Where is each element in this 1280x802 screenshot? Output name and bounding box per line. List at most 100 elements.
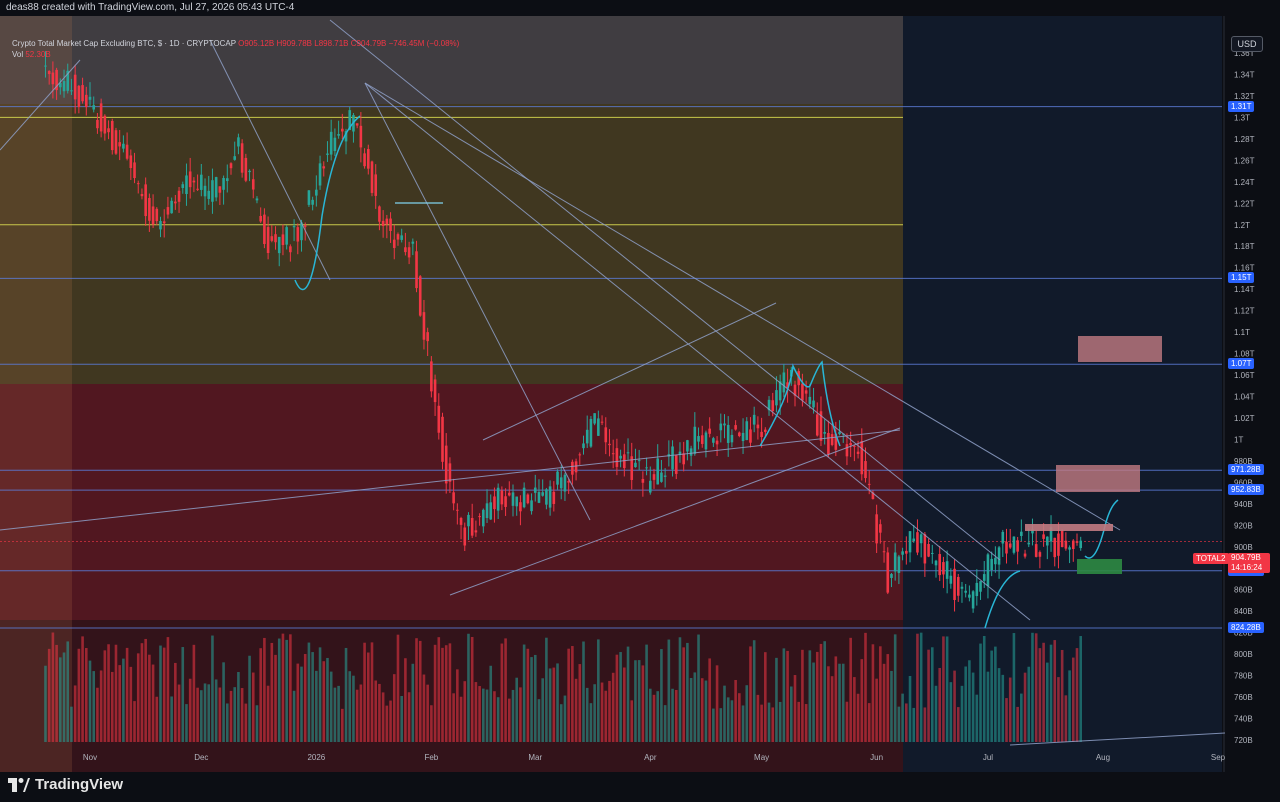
price-axis-label: 940B (1234, 500, 1253, 509)
candle-body (901, 551, 904, 555)
volume-bar (667, 639, 671, 742)
price-axis-label: 1.34T (1234, 70, 1255, 79)
candle-body (986, 554, 990, 587)
candle-body (823, 432, 826, 434)
resistance-box-upper (1078, 336, 1162, 362)
price-axis-label: 980B (1234, 457, 1253, 466)
volume-bar (400, 695, 403, 742)
candle-body (871, 492, 875, 499)
candle-body (381, 220, 385, 226)
candle-body (648, 480, 652, 493)
volume-bar (129, 666, 133, 742)
candle-body (355, 123, 359, 126)
volume-bar (344, 647, 348, 742)
time-axis-label: Jun (870, 753, 883, 762)
price-axis-label: 1.28T (1234, 135, 1255, 144)
volume-bar (385, 705, 389, 742)
volume-bar (470, 636, 474, 742)
price-axis-label: 1.1T (1234, 328, 1250, 337)
candle-body (830, 434, 834, 445)
candle-body (738, 432, 741, 437)
volume-bar (648, 688, 652, 742)
candlestick-chart[interactable]: 1.36T 1.34T 1.32T 1.3T 1.28T 1.26T 1.24T 1.22T 1… (0, 16, 1280, 772)
volume-bar (84, 648, 88, 742)
candle-body (741, 432, 745, 442)
volume-bar (1057, 677, 1060, 742)
volume-bar (682, 647, 685, 742)
candle-body (441, 416, 444, 462)
candle-body (114, 130, 118, 154)
candle-body (482, 509, 485, 527)
volume-bar (530, 657, 533, 742)
time-axis-label: Sep (1211, 753, 1226, 762)
candle-body (66, 70, 70, 91)
candle-body (99, 103, 103, 132)
candle-body (1046, 536, 1049, 546)
candle-body (467, 514, 470, 527)
annotation-curve-1 (294, 115, 361, 291)
price-axis-label: 1.26T (1234, 156, 1255, 165)
price-axis-label: 1.36T (1234, 49, 1255, 58)
candle-body (266, 227, 270, 253)
volume-bar (582, 641, 585, 742)
time-axis-label: Nov (83, 753, 97, 762)
candle-body (704, 432, 708, 450)
annotation-curve-3 (984, 570, 1021, 629)
candle-body (1027, 542, 1031, 545)
volume-bar (99, 670, 103, 742)
candle-body (300, 222, 303, 241)
candle-body (764, 429, 767, 432)
candle-body (44, 65, 47, 67)
candle-body (211, 180, 214, 202)
candle-body (1008, 543, 1012, 548)
last-price-tag: 904.79B 14:16:24 (1228, 553, 1270, 573)
volume-bar (70, 706, 73, 742)
volume-bar (1012, 633, 1016, 742)
candle-body (341, 128, 344, 132)
level-price-tag: 971.28B (1228, 464, 1264, 476)
trendline-down-5 (364, 82, 591, 521)
candle-body (77, 85, 81, 108)
candle-body (96, 119, 99, 129)
candle-body (767, 399, 771, 411)
volume-bar (118, 665, 121, 742)
candle-body (671, 446, 674, 470)
volume-bar (1027, 666, 1031, 742)
trendline-left (0, 59, 81, 151)
level-price-tag: 1.31T (1228, 100, 1255, 112)
price-axis-label: 860B (1234, 586, 1253, 595)
candle-body (864, 461, 867, 479)
volume-bar (812, 662, 815, 742)
candle-body (88, 96, 92, 100)
volume-bar (571, 646, 574, 742)
trendline-up-1 (449, 427, 901, 596)
volume-bar (515, 677, 519, 742)
candle-body (697, 436, 700, 442)
volume-bar (259, 648, 262, 742)
volume-bar (975, 694, 979, 742)
volume-bar (303, 653, 307, 742)
candle-body (370, 161, 374, 193)
volume-bar (968, 660, 971, 742)
volume-bar (233, 687, 237, 742)
time-axis-label: Apr (644, 753, 657, 762)
price-axis-label: 1.06T (1234, 371, 1255, 380)
candle-body (81, 85, 84, 102)
candle-body (663, 475, 667, 477)
candle-body (1068, 547, 1071, 550)
volume-bar (292, 690, 296, 742)
candle-body (200, 174, 203, 190)
volume-bar (485, 689, 489, 742)
volume-bar (782, 648, 786, 742)
volume-bar (352, 675, 355, 742)
volume-bar (389, 700, 392, 742)
currency-button[interactable]: USD (1231, 36, 1263, 52)
candle-body (905, 550, 908, 554)
candle-body (908, 531, 912, 553)
candle-body (1020, 531, 1023, 536)
volume-bar (949, 682, 953, 742)
chart-area[interactable]: 1.36T 1.34T 1.32T 1.3T 1.28T 1.26T 1.24T 1.22T 1… (0, 16, 1280, 772)
tradingview-logo[interactable]: TradingView (8, 776, 123, 793)
volume-bar (1071, 657, 1075, 742)
candle-body (856, 451, 860, 454)
